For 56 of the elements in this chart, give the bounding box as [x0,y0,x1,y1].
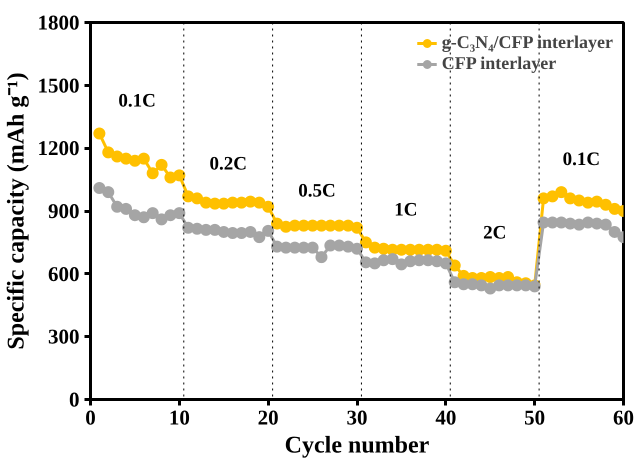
point [102,186,114,198]
x-tick-label: 60 [613,406,634,430]
x-axis-title: Cycle number [284,432,430,458]
annotation: 0.1C [562,149,600,170]
point [600,218,612,231]
point [315,251,328,264]
point [546,190,558,202]
point [351,242,363,255]
point [253,231,266,244]
x-tick-label: 50 [524,406,546,430]
point [386,253,399,266]
point [138,152,150,165]
point [173,207,186,220]
point [191,192,204,204]
annotation: 2C [483,222,506,244]
point [440,257,452,270]
x-tick-label: 10 [168,406,190,430]
point [120,202,132,215]
x-tick-label: 40 [435,406,456,430]
point [138,211,150,224]
y-tick-label: 900 [48,199,80,223]
legend-label: g-C₃N₄/CFP interlayer [442,32,613,53]
point [555,186,568,198]
y-tick-label: 1500 [38,73,80,98]
point [156,213,168,226]
annotation: 0.1C [118,90,156,112]
point [102,146,114,158]
point [306,242,319,254]
point [395,258,408,270]
annotation: 0.2C [209,153,247,174]
y-tick-label: 0 [69,388,80,412]
y-tick-label: 300 [48,324,80,349]
point [173,169,186,182]
y-axis-title: Specific capacity (mAh g⁻¹) [4,72,30,350]
point [93,182,106,194]
annotation: 1C [394,199,418,220]
x-tick-label: 0 [85,406,96,430]
point [440,244,452,257]
point [146,167,159,180]
legend-label: CFP interlayer [442,53,556,74]
annotation: 0.5C [298,180,336,202]
point [262,200,274,213]
x-tick-label: 20 [258,406,279,430]
y-tick-label: 1800 [38,10,80,34]
point [156,158,168,171]
point [600,198,612,211]
point [93,128,106,140]
point [146,207,159,220]
y-tick-label: 1200 [38,136,80,160]
point [262,224,274,237]
point [244,226,256,238]
y-tick-label: 600 [48,262,80,286]
point [253,196,266,209]
x-tick-label: 30 [346,406,368,430]
point [351,222,363,234]
point [608,226,621,238]
